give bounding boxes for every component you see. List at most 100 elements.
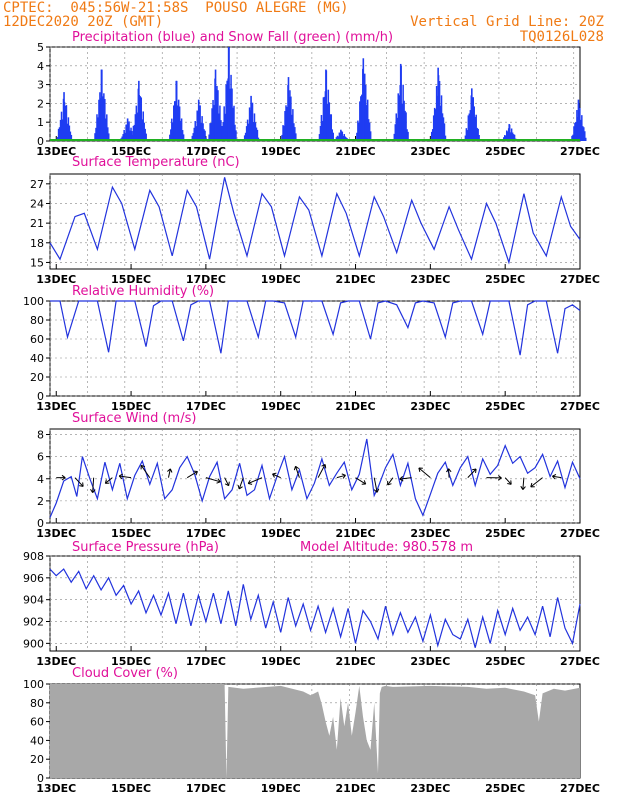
wind-arrow-head: [445, 468, 450, 473]
precip-bar: [130, 127, 132, 141]
precip-bar: [291, 114, 293, 141]
precip-bar: [216, 85, 218, 141]
precip-bar: [580, 119, 582, 141]
pressure-ytick-label: 906: [23, 572, 44, 585]
precip-bar: [402, 84, 404, 141]
precip-peak-bar: [287, 77, 290, 141]
precip-peak-bar: [227, 47, 230, 141]
temp-xtick-label: 19DEC: [261, 273, 301, 286]
precip-bar: [330, 114, 333, 141]
precip-bar: [282, 125, 284, 141]
wind-arrow-head: [167, 468, 171, 472]
precip-bar: [201, 116, 203, 141]
wind-arrow-head: [376, 488, 380, 493]
cloud-xtick-label: 23DEC: [410, 782, 450, 795]
precip-bar: [66, 123, 69, 141]
wind-xtick-label: 27DEC: [560, 527, 600, 540]
precip-ytick-label: 1: [37, 116, 44, 129]
precip-bar: [467, 115, 470, 141]
pressure-xtick-label: 21DEC: [336, 655, 376, 668]
precip-bar: [289, 90, 291, 141]
rh-xtick-label: 13DEC: [36, 400, 76, 413]
precip-bar: [283, 125, 285, 141]
precip-bar: [182, 134, 185, 141]
precip-bar: [98, 99, 100, 141]
precip-bar: [69, 131, 72, 141]
precip-bar: [176, 105, 179, 141]
cloud-xtick-label: 27DEC: [560, 782, 600, 795]
precip-bar: [394, 124, 397, 141]
pressure-title: Surface Pressure (hPa): [72, 540, 219, 555]
wind-arrow-head: [522, 486, 526, 490]
header-datetime: 12DEC2020 20Z (GMT): [3, 14, 164, 30]
precip-bar: [401, 103, 403, 141]
precip-bar: [223, 106, 225, 141]
cloud-xtick-label: 25DEC: [485, 782, 525, 795]
precip-xtick-label: 17DEC: [186, 145, 226, 158]
wind-arrow: [504, 477, 512, 485]
precip-bar: [128, 121, 130, 141]
precip-peak-bar: [325, 69, 327, 141]
precip-bar: [433, 107, 436, 141]
pressure-frame: [49, 555, 581, 652]
wind-arrow-head: [472, 468, 477, 471]
wind-arrow: [530, 477, 543, 488]
rh-ytick-label: 40: [30, 352, 44, 365]
wind-xtick-label: 25DEC: [485, 527, 525, 540]
precip-bar: [364, 84, 367, 141]
precip-bar: [469, 110, 472, 141]
precip-ytick-label: 0: [37, 135, 44, 148]
temp-ytick-label: 24: [30, 197, 44, 210]
cloud-xtick-label: 15DEC: [111, 782, 151, 795]
precip-bar: [70, 134, 73, 141]
wind-arrow-head: [247, 479, 251, 484]
precip-bar: [441, 113, 444, 141]
precip-bar: [106, 114, 108, 141]
pressure-xtick-label: 15DEC: [111, 655, 151, 668]
precip-bar: [95, 127, 97, 141]
precip-bar: [59, 119, 62, 141]
wind-arrow: [355, 477, 366, 485]
precip-peak-bar: [126, 118, 129, 141]
wind-arrow-head: [272, 473, 275, 478]
precip-bar: [331, 129, 333, 141]
precip-bar: [504, 135, 506, 141]
wind-arrow-head: [342, 475, 346, 479]
precip-bar: [281, 134, 283, 141]
wind-arrow-head: [195, 471, 198, 476]
precip-bar: [224, 113, 226, 141]
precip-bar: [124, 133, 126, 141]
precip-bar: [142, 111, 144, 141]
precip-bar: [286, 106, 288, 141]
precip-bar: [121, 136, 123, 141]
precip-bar: [434, 109, 437, 141]
precip-bar: [585, 137, 587, 141]
precip-bar: [202, 123, 204, 141]
wind-arrow-head: [475, 468, 477, 474]
wind-arrow: [224, 477, 230, 486]
rh-xtick-label: 19DEC: [261, 400, 301, 413]
pressure-xtick-label: 25DEC: [485, 655, 525, 668]
precip-bar: [403, 100, 405, 141]
wind-ytick-label: 0: [37, 517, 44, 530]
precip-bar: [233, 105, 235, 141]
wind-frame: [49, 428, 581, 524]
precip-bar: [343, 134, 346, 141]
precip-peak-bar: [63, 92, 65, 141]
precip-bar: [193, 127, 195, 141]
wind-arrow-head: [507, 483, 512, 485]
temp-series-line: [49, 177, 581, 265]
rh-xtick-label: 23DEC: [410, 400, 450, 413]
precip-bar: [435, 86, 438, 141]
cloud-cover-area: [50, 684, 580, 778]
wind-arrow: [522, 477, 525, 490]
precip-peak-bar: [250, 95, 252, 141]
precip-bar: [141, 119, 143, 141]
precip-bar: [365, 105, 368, 141]
wind-xtick-label: 17DEC: [186, 527, 226, 540]
precip-ytick-label: 5: [37, 41, 44, 54]
pressure-ytick-label: 904: [23, 594, 44, 607]
precip-bar: [217, 90, 219, 141]
wind-arrow: [74, 477, 84, 487]
precip-bar: [510, 128, 513, 141]
